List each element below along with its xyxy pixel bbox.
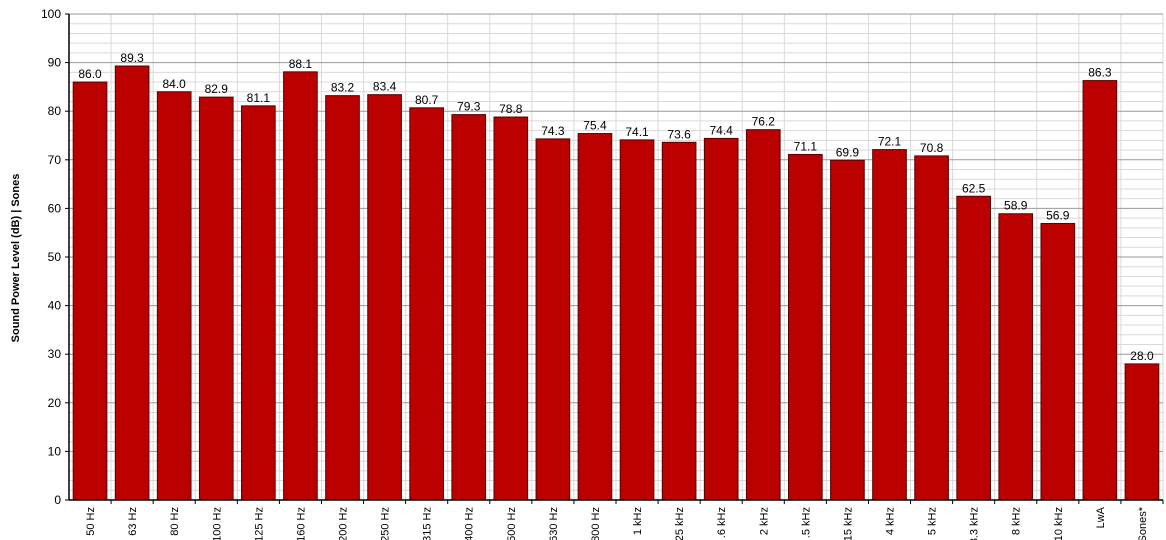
bar	[619, 139, 655, 501]
x-tick-label: Sones*	[1137, 506, 1149, 540]
bar	[451, 114, 487, 501]
x-tick-label: .5 kHz	[800, 507, 812, 538]
bar-value-label: 71.1	[794, 139, 818, 153]
bar	[661, 141, 697, 501]
x-tick-label: LwA	[1095, 506, 1107, 528]
bar	[283, 71, 318, 501]
bar-value-label: 75.4	[583, 119, 607, 133]
x-tick-label: 2 kHz	[758, 507, 770, 535]
bar	[241, 105, 276, 501]
bar	[577, 133, 613, 501]
bar-value-label: 81.1	[247, 91, 271, 105]
bar-value-label: 80.7	[415, 93, 439, 107]
bar-value-label: 82.9	[205, 82, 229, 96]
y-tick-label: 100	[41, 7, 61, 21]
value-labels: 86.0 89.3 84.0 82.9 81.1 88.1 83.2 83.4 80.7 79.3…	[78, 51, 1154, 363]
y-tick-label: 70	[48, 153, 62, 167]
bar	[535, 138, 571, 501]
axes	[65, 13, 1164, 504]
x-tick-label: 80 Hz	[169, 507, 181, 536]
bar-value-label: 74.3	[541, 124, 565, 138]
bar	[325, 95, 360, 501]
x-tick-label: 100 Hz	[211, 507, 223, 540]
x-tick-label: 8 kHz	[1011, 507, 1023, 535]
bar-value-label: 76.2	[752, 115, 776, 129]
x-tick-label: 10 kHz	[1053, 507, 1065, 540]
y-tick-label: 40	[48, 299, 62, 313]
bar	[703, 137, 739, 501]
y-axis-label: Sound Power Level (dB) | Sones	[10, 174, 22, 343]
y-tick-label: 90	[48, 56, 62, 70]
x-tick-label: 50 Hz	[85, 507, 97, 536]
bar	[745, 129, 781, 501]
bar-value-label: 78.8	[499, 102, 523, 116]
x-tick-label: .6 kHz	[716, 507, 728, 538]
x-tick-label: 630 Hz	[548, 507, 560, 540]
bar	[156, 91, 192, 501]
bar	[872, 149, 907, 501]
y-tick-label: 60	[48, 201, 62, 215]
bar	[72, 81, 108, 501]
bar-value-label: 74.4	[710, 123, 734, 137]
x-tick-label: 800 Hz	[590, 507, 602, 540]
y-tick-label: 30	[48, 347, 62, 361]
bar	[1124, 363, 1160, 501]
y-tick-labels: 0 10 20 30 40 50 60 70 80 90 100	[41, 7, 61, 507]
x-tick-labels: 50 Hz 63 Hz 80 Hz 100 Hz 125 Hz 160 Hz 200 Hz 2…	[85, 506, 1149, 540]
bar-value-label: 69.9	[836, 145, 860, 159]
bar	[998, 213, 1034, 501]
bars	[72, 65, 1160, 501]
bar	[830, 159, 865, 501]
y-tick-label: 50	[48, 250, 62, 264]
x-tick-label: 3.3 kHz	[969, 507, 981, 540]
bar-value-label: 86.0	[78, 67, 102, 81]
bar-value-label: 70.8	[920, 141, 944, 155]
bar-value-label: 84.0	[163, 77, 187, 91]
bar-value-label: 62.5	[962, 181, 986, 195]
bar-value-label: 83.4	[373, 80, 397, 94]
x-tick-label: 125 Hz	[253, 507, 265, 540]
bar	[493, 116, 529, 501]
x-tick-label: 400 Hz	[464, 507, 476, 540]
bar-value-label: 86.3	[1088, 66, 1112, 80]
bar-value-label: 74.1	[625, 125, 649, 139]
y-tick-label: 10	[48, 444, 62, 458]
x-tick-label: 63 Hz	[127, 507, 139, 536]
bar	[1040, 222, 1076, 501]
bar-value-label: 56.9	[1046, 208, 1070, 222]
x-tick-label: 160 Hz	[295, 507, 307, 540]
bar-value-label: 83.2	[331, 81, 355, 95]
y-tick-label: 80	[48, 104, 62, 118]
bar	[367, 94, 402, 501]
bar-value-label: 89.3	[120, 51, 144, 65]
x-tick-label: 4 kHz	[885, 507, 897, 535]
x-tick-label: 250 Hz	[380, 507, 392, 540]
bar	[409, 107, 444, 501]
x-tick-label: 200 Hz	[338, 507, 350, 540]
bar-value-label: 88.1	[289, 57, 313, 71]
y-tick-label: 20	[48, 396, 62, 410]
bar	[914, 155, 949, 501]
x-tick-label: 25 kHz	[674, 507, 686, 540]
bar	[198, 96, 234, 501]
x-tick-label: 500 Hz	[506, 507, 518, 540]
y-tick-label: 0	[54, 493, 61, 507]
x-tick-label: 315 Hz	[422, 507, 434, 540]
bar-value-label: 28.0	[1130, 349, 1154, 363]
bar-value-label: 73.6	[667, 127, 691, 141]
bar-value-label: 79.3	[457, 100, 481, 114]
bar	[788, 153, 823, 501]
x-tick-label: 15 kHz	[842, 507, 854, 540]
bar	[1082, 80, 1118, 501]
bar-value-label: 72.1	[878, 135, 902, 149]
bar	[956, 195, 991, 501]
x-tick-label: 1 kHz	[632, 507, 644, 535]
bar	[114, 65, 150, 501]
bar-value-label: 58.9	[1004, 199, 1028, 213]
x-tick-label: 5 kHz	[927, 507, 939, 535]
